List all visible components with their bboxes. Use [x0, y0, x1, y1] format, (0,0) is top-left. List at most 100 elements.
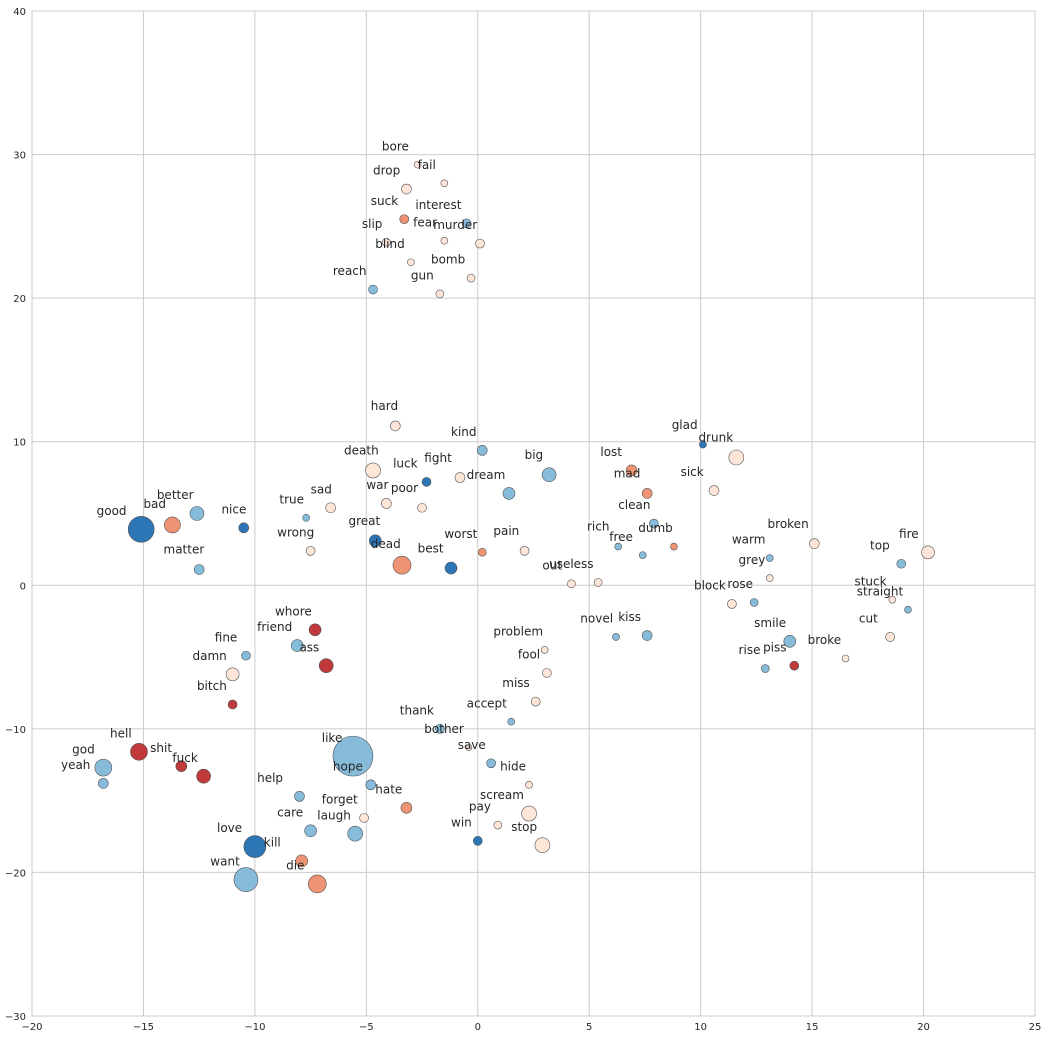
label-straight: straight	[857, 584, 904, 598]
point-clean	[649, 518, 659, 529]
label-bitch: bitch	[197, 679, 227, 693]
y-tick-label: 0	[20, 581, 26, 592]
x-tick-label: −10	[244, 1022, 265, 1033]
y-tick-label: 20	[13, 294, 26, 305]
point-straight	[904, 605, 912, 614]
point-dream	[502, 487, 516, 500]
point-grey	[765, 574, 774, 582]
point-cut	[885, 632, 895, 642]
point-dumb	[670, 542, 678, 551]
point-block	[727, 599, 737, 609]
label-fuck: fuck	[172, 751, 197, 765]
point-god	[94, 758, 113, 777]
label-gun: gun	[411, 268, 434, 282]
point-nice	[238, 522, 250, 534]
point-whore	[308, 623, 322, 637]
y-tick-label: −10	[5, 725, 26, 736]
label-damn: damn	[192, 649, 226, 663]
label-die: die	[286, 859, 304, 873]
y-tick-label: 30	[13, 151, 26, 162]
point-fuck	[196, 768, 211, 784]
label-kill: kill	[264, 836, 281, 850]
label-bother: bother	[424, 722, 464, 736]
point-interest	[461, 218, 472, 229]
point-problem	[540, 646, 549, 654]
y-tick-label: −30	[5, 1012, 26, 1023]
point-damn	[225, 667, 240, 682]
point-murder	[475, 238, 485, 249]
label-worst: worst	[444, 527, 477, 541]
point-good	[127, 515, 155, 543]
label-true: true	[279, 492, 304, 506]
point-warm	[765, 554, 774, 562]
point-bomb	[466, 273, 476, 283]
label-fool: fool	[518, 648, 540, 662]
label-kind: kind	[451, 425, 477, 439]
label-hell: hell	[110, 726, 132, 740]
label-fine: fine	[215, 630, 238, 644]
label-god: god	[72, 742, 95, 756]
label-thank: thank	[400, 704, 434, 718]
label-slip: slip	[362, 217, 383, 231]
point-rise	[761, 664, 770, 673]
label-great: great	[349, 514, 381, 528]
label-block: block	[694, 579, 726, 593]
point-blind	[407, 258, 415, 267]
point-pay	[493, 820, 503, 830]
data-points	[94, 160, 935, 894]
label-rich: rich	[587, 520, 609, 534]
x-tick-label: −20	[21, 1022, 42, 1033]
label-rose: rose	[727, 577, 753, 591]
point-fine	[241, 650, 251, 661]
point-pain	[519, 546, 530, 556]
label-care: care	[277, 805, 303, 819]
label-like: like	[322, 731, 343, 745]
label-clean: clean	[618, 498, 650, 512]
point-sick	[708, 485, 720, 496]
label-hide: hide	[500, 759, 526, 773]
point-poor	[417, 502, 427, 513]
label-pain: pain	[493, 524, 519, 538]
point-scream	[521, 805, 537, 822]
point-hide	[525, 781, 533, 789]
point-war	[381, 498, 392, 509]
label-dumb: dumb	[638, 521, 673, 535]
label-cut: cut	[859, 612, 878, 626]
point-like	[332, 735, 374, 777]
point-matter	[193, 564, 205, 575]
point-better	[189, 506, 205, 521]
point-luck	[421, 477, 432, 487]
y-tick-labels: −30 −20 −10 0 10 20 30 40	[5, 7, 26, 1023]
point-broke	[841, 654, 850, 663]
label-bomb: bomb	[431, 253, 465, 267]
point-hate	[400, 802, 413, 814]
point-bitch	[227, 699, 238, 710]
point-hope	[365, 779, 377, 791]
label-sad: sad	[311, 482, 332, 496]
point-slip	[382, 237, 391, 247]
point-win	[472, 836, 483, 846]
label-fight: fight	[424, 451, 452, 465]
label-fear: fear	[413, 215, 437, 229]
point-yeah	[98, 778, 109, 789]
point-great	[368, 534, 382, 548]
label-blind: blind	[375, 237, 405, 251]
label-pay: pay	[469, 800, 491, 814]
label-fire: fire	[899, 527, 919, 541]
x-tick-label: 10	[694, 1022, 707, 1033]
label-top: top	[870, 538, 890, 552]
label-out: out	[542, 558, 562, 572]
point-shit	[175, 760, 188, 772]
point-mad	[641, 488, 653, 499]
label-laugh: laugh	[317, 808, 351, 822]
label-stuck: stuck	[854, 574, 886, 588]
label-poor: poor	[391, 481, 418, 495]
point-top	[896, 558, 907, 569]
point-stuck	[888, 595, 897, 604]
point-true	[302, 514, 310, 522]
label-help: help	[257, 771, 283, 785]
y-tick-label: −20	[5, 868, 26, 879]
label-kiss: kiss	[618, 610, 641, 624]
label-hope: hope	[333, 759, 363, 773]
x-tick-label: 20	[917, 1022, 930, 1033]
